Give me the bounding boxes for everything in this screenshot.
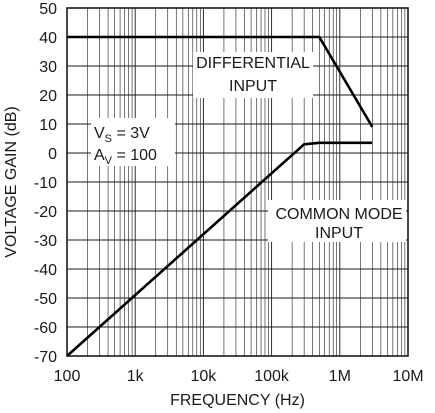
- gain-setting-label: AV = 100: [94, 147, 157, 167]
- y-axis-title: VOLTAGE GAIN (dB): [3, 106, 20, 257]
- x-tick-label: 1k: [127, 368, 145, 385]
- y-tick-label: -60: [34, 320, 57, 337]
- x-tick-label: 10M: [392, 368, 423, 385]
- y-tick-label: 50: [39, 1, 57, 18]
- annotations: DIFFERENTIAL INPUT COMMON MODE INPUT VS = 3V…: [91, 52, 406, 242]
- common-mode-input-line: [66, 141, 373, 357]
- x-tick-label: 100k: [254, 368, 290, 385]
- x-axis-title: FREQUENCY (Hz): [170, 392, 305, 409]
- y-tick-label: -70: [34, 349, 57, 366]
- y-tick-label: 30: [39, 59, 57, 76]
- series-group: [66, 35, 374, 357]
- differential-input-line: [67, 35, 374, 128]
- common-mode-input-label-line-1: COMMON MODE: [275, 206, 402, 223]
- conditions-label-background: [91, 118, 175, 166]
- y-tick-label: 20: [39, 88, 57, 105]
- y-tick-label: 0: [48, 146, 57, 163]
- supply-voltage-label: VS = 3V: [94, 125, 150, 145]
- plot-frame: [66, 7, 409, 357]
- differential-input-label-line-1: DIFFERENTIAL: [196, 55, 310, 72]
- x-tick-label: 10k: [191, 368, 218, 385]
- y-tick-label: -10: [34, 175, 57, 192]
- y-tick-label: -50: [34, 291, 57, 308]
- y-tick-label: 10: [39, 117, 57, 134]
- differential-input-label-background: [193, 52, 313, 98]
- y-tick-label: -40: [34, 262, 57, 279]
- x-tick-label: 1M: [329, 368, 351, 385]
- differential-input-label-line-2: INPUT: [229, 78, 277, 95]
- common-mode-input-label-background: [268, 200, 406, 242]
- y-tick-label: -20: [34, 204, 57, 221]
- y-tick-label: -30: [34, 233, 57, 250]
- x-tick-label: 100: [54, 368, 81, 385]
- grid: [66, 7, 408, 357]
- y-tick-label: 40: [39, 30, 57, 47]
- common-mode-input-label-line-2: INPUT: [315, 225, 363, 242]
